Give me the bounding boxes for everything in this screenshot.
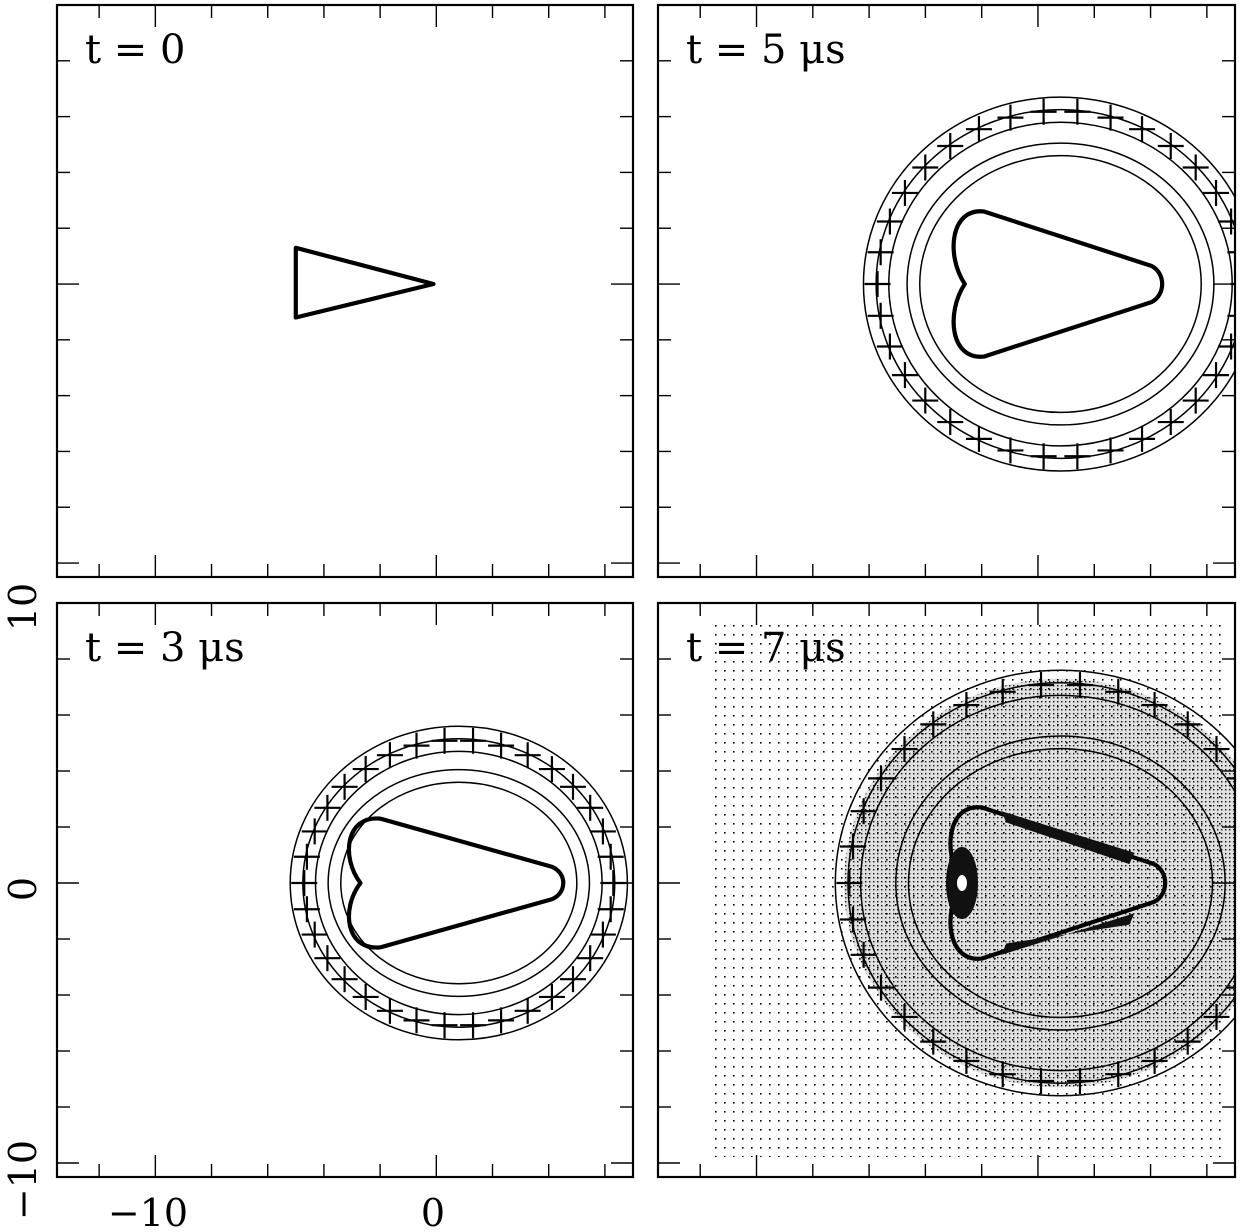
contour-mid-0	[907, 747, 1214, 1019]
contour-mid-1	[327, 768, 591, 998]
contour-mid-1	[906, 142, 1215, 426]
contour-inner-thick	[951, 209, 1165, 359]
dark-patch-upper	[1001, 811, 1135, 865]
panel-top-right: t = 5 μs	[656, 3, 1237, 579]
contour-mid-0	[919, 154, 1202, 414]
panel-time-label: t = 7 μs	[686, 625, 846, 671]
panels: t = 0 t = 5 μs t = 3 μs t = 7 μs	[55, 3, 1237, 1179]
x-tick-label-0: 0	[421, 1191, 445, 1232]
initial-triangle-contour	[293, 245, 436, 320]
plot-area	[289, 725, 629, 1041]
panel-bottom-right: t = 7 μs	[656, 601, 1237, 1179]
contour-inner-thick	[346, 816, 566, 950]
plot-area	[293, 245, 436, 320]
dark-patch-lower	[1001, 913, 1135, 955]
panel-frame	[55, 601, 635, 1179]
plot-area	[862, 96, 1235, 472]
panel-time-label: t = 5 μs	[686, 27, 846, 73]
panel-time-label: t = 0	[85, 27, 185, 73]
contour-inner-thick	[948, 805, 1168, 961]
panel-frame	[55, 3, 635, 579]
x-tick-label-neg10: −10	[108, 1191, 188, 1232]
y-tick-label-10: 10	[1, 583, 45, 631]
dark-patch-hole	[956, 875, 967, 891]
contour-outer-0	[888, 121, 1233, 447]
contour-outer-2	[834, 669, 1235, 1097]
contour-outer-1	[875, 108, 1235, 460]
plot-area	[708, 623, 1235, 1157]
contour-outer-2	[862, 96, 1235, 472]
panel-bottom-left: t = 3 μs	[55, 601, 635, 1179]
y-tick-label-0: 0	[1, 877, 45, 901]
y-tick-label-neg10: −10	[1, 1140, 45, 1220]
panel-top-left: t = 0	[55, 3, 635, 579]
panel-frame	[656, 3, 1237, 579]
panel-frame	[656, 601, 1237, 1179]
panel-time-label: t = 3 μs	[85, 625, 245, 671]
contour-mid-0	[340, 781, 578, 985]
